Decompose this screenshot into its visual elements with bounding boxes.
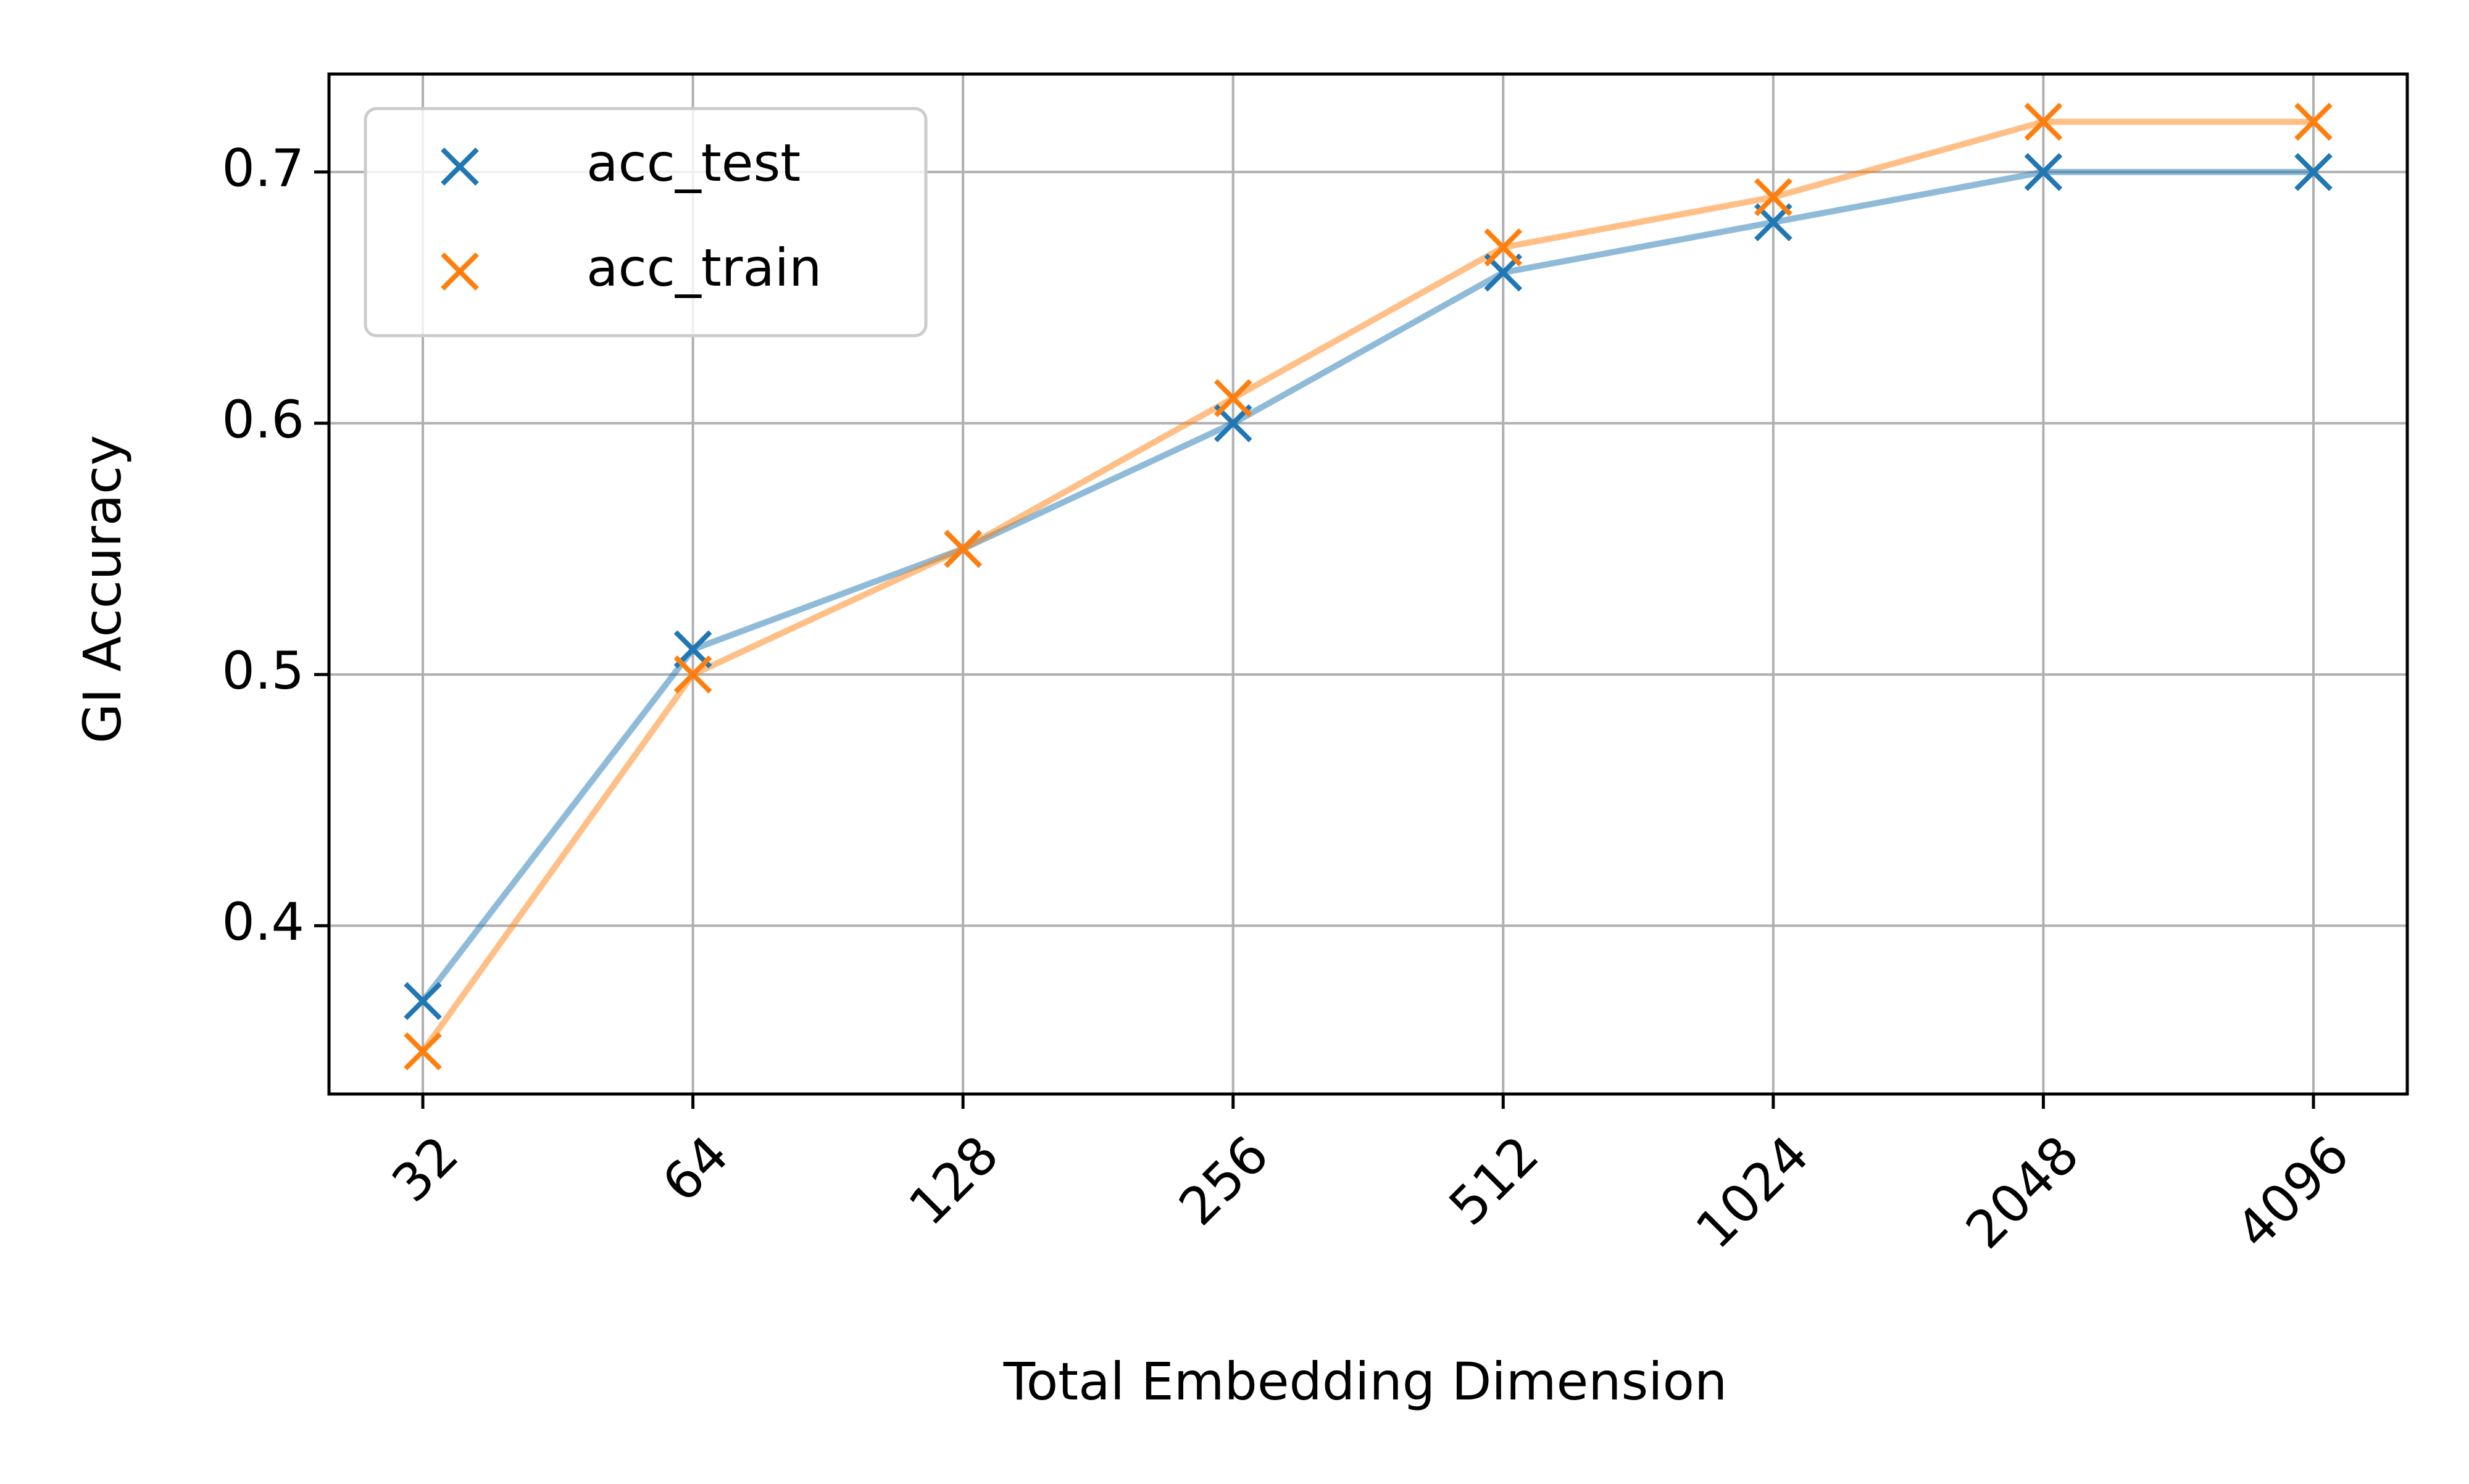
y-axis-ticks: 0.4 0.5 0.6 0.7	[222, 138, 329, 952]
data-point-acc-test	[2294, 152, 2333, 191]
plot-frame	[327, 72, 2409, 1096]
y-tick-label: 0.6	[222, 389, 304, 450]
data-point-acc-test	[2024, 152, 2063, 191]
data-point-acc-train	[2024, 102, 2063, 141]
legend-marker	[441, 252, 479, 291]
series-markers	[404, 102, 2333, 1071]
data-point-acc-train	[404, 1032, 442, 1071]
x-axis-label: Total Embedding Dimension	[1003, 1351, 1728, 1412]
data-point-acc-test	[404, 982, 442, 1021]
legend-marker	[441, 147, 479, 186]
series-lines	[420, 118, 2313, 1053]
grid	[329, 74, 2407, 1094]
data-point-acc-train	[2294, 102, 2333, 141]
y-axis-label: GI Accuracy	[72, 435, 133, 744]
legend: acc_test acc_train	[364, 107, 928, 338]
legend-label: acc_test	[586, 133, 801, 193]
legend-label: acc_train	[586, 238, 822, 298]
y-tick-label: 0.7	[222, 138, 304, 199]
data-point-acc-train	[1754, 178, 1792, 217]
y-tick-label: 0.5	[222, 640, 304, 701]
series-line-acc-train	[420, 118, 2313, 1053]
series-line-acc-test	[420, 168, 2313, 1003]
y-tick-label: 0.4	[222, 892, 304, 952]
data-point-acc-train	[1484, 228, 1523, 267]
legend-box	[364, 107, 928, 338]
data-point-acc-train	[944, 529, 982, 568]
data-point-acc-train	[1214, 379, 1252, 418]
data-point-acc-train	[673, 655, 712, 694]
